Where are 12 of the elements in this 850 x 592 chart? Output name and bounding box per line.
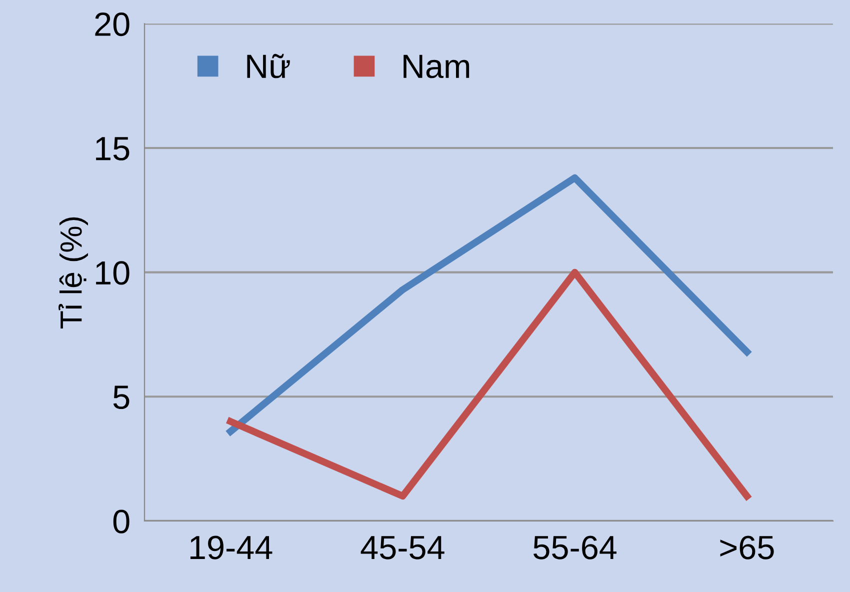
y-tick-label: 20 — [95, 12, 130, 36]
y-tick-label: 0 — [113, 510, 130, 534]
x-tick-label: 45-54 — [360, 536, 444, 560]
y-tick-label: 10 — [96, 261, 130, 285]
y-tick-label: 15 — [96, 137, 130, 160]
y-tick-label: 5 — [113, 386, 130, 410]
legend-label: Nữ — [247, 54, 290, 78]
x-tick-label: >65 — [720, 536, 774, 560]
y-axis-title: Tỉ lệ (%) — [58, 217, 88, 328]
x-tick-label: 19-44 — [190, 536, 272, 560]
x-tick-label: 55-64 — [534, 536, 616, 560]
legend-label: Nam — [404, 54, 470, 78]
